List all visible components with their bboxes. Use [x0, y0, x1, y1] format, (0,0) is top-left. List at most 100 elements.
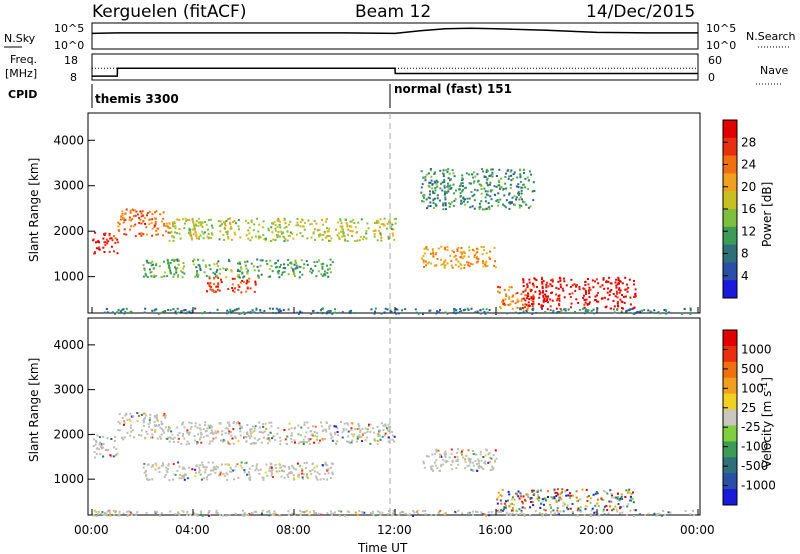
echo-cell	[203, 311, 206, 313]
echo-cell	[287, 258, 290, 261]
echo-cell	[632, 501, 635, 504]
echo-cell	[516, 292, 519, 294]
echo-cell	[457, 448, 459, 451]
echo-cell	[142, 264, 145, 267]
echo-cell	[227, 421, 229, 424]
echo-cell	[586, 311, 589, 314]
echo-cell	[626, 290, 629, 293]
echo-cell	[564, 490, 567, 493]
echo-cell	[178, 228, 181, 230]
echo-cell	[532, 300, 535, 303]
echo-cell	[172, 308, 175, 310]
echo-cell	[584, 308, 587, 311]
echo-cell	[227, 218, 230, 220]
echo-cell	[158, 471, 161, 473]
echo-cell	[153, 225, 156, 228]
echo-cell	[499, 499, 502, 502]
echo-cell	[486, 177, 489, 180]
echo-cell	[297, 473, 300, 476]
echo-cell	[556, 493, 559, 496]
echo-cell	[146, 478, 149, 481]
echo-cell	[313, 466, 316, 469]
echo-cell	[255, 307, 258, 310]
echo-cell	[118, 429, 121, 432]
echo-cell	[629, 296, 632, 299]
echo-cell	[376, 510, 379, 513]
echo-cell	[538, 512, 541, 515]
echo-cell	[431, 183, 434, 186]
echo-cell	[436, 257, 439, 260]
echo-cell	[163, 222, 165, 225]
echo-cell	[462, 200, 465, 203]
echo-cell	[487, 453, 490, 456]
echo-cell	[358, 427, 361, 430]
echo-cell	[114, 312, 116, 315]
echo-cell	[448, 202, 450, 205]
echo-cell	[471, 195, 474, 198]
echo-cell	[559, 510, 562, 513]
echo-cell	[276, 432, 279, 435]
echo-cell	[160, 423, 163, 426]
echo-cell	[504, 206, 507, 209]
echo-cell	[222, 221, 225, 224]
echo-cell	[597, 282, 600, 285]
echo-cell	[146, 433, 149, 436]
echo-cell	[202, 428, 205, 431]
echo-cell	[390, 430, 393, 433]
echo-cell	[231, 287, 234, 289]
echo-cell	[610, 496, 613, 499]
echo-cell	[556, 509, 559, 512]
echo-cell	[597, 300, 600, 303]
echo-cell	[336, 234, 339, 237]
echo-cell	[536, 490, 539, 493]
echo-cell	[230, 434, 233, 437]
echo-cell	[124, 212, 127, 215]
echo-cell	[289, 472, 292, 475]
echo-cell	[279, 439, 282, 442]
echo-cell	[278, 514, 281, 517]
echo-cell	[172, 275, 175, 278]
echo-cell	[442, 175, 445, 178]
echo-cell	[577, 301, 580, 304]
echo-cell	[340, 510, 343, 513]
echo-cell	[530, 173, 533, 176]
nave-tick-top: 60	[708, 54, 722, 67]
echo-cell	[653, 309, 656, 312]
echo-cell	[322, 234, 325, 236]
echo-cell	[347, 435, 350, 438]
echo-cell	[268, 467, 271, 470]
echo-cell	[110, 237, 113, 240]
echo-cell	[297, 265, 300, 268]
echo-cell	[246, 271, 249, 274]
echo-cell	[504, 298, 507, 301]
echo-cell	[204, 471, 207, 474]
echo-cell	[299, 225, 302, 228]
echo-cell	[261, 311, 264, 314]
echo-cell	[507, 303, 510, 306]
echo-cell	[289, 262, 292, 264]
echo-cell	[306, 263, 309, 266]
echo-cell	[251, 442, 254, 445]
echo-cell	[264, 239, 267, 242]
echo-cell	[167, 430, 170, 433]
echo-cell	[361, 432, 364, 435]
echo-cell	[97, 240, 100, 243]
echo-cell	[373, 312, 376, 315]
echo-cell	[206, 290, 208, 293]
echo-cell	[225, 514, 228, 517]
echo-cell	[509, 303, 512, 306]
echo-cell	[233, 231, 236, 234]
echo-cell	[476, 251, 479, 254]
echo-cell	[422, 200, 425, 203]
echo-cell	[559, 493, 562, 495]
echo-cell	[115, 448, 118, 451]
echo-cell	[253, 442, 256, 444]
echo-cell	[288, 223, 290, 226]
echo-cell	[177, 275, 179, 278]
echo-cell	[176, 218, 179, 221]
echo-cell	[245, 461, 248, 464]
echo-cell	[263, 238, 266, 241]
echo-cell	[269, 259, 272, 262]
echo-cell	[231, 437, 234, 440]
echo-cell	[95, 453, 98, 456]
